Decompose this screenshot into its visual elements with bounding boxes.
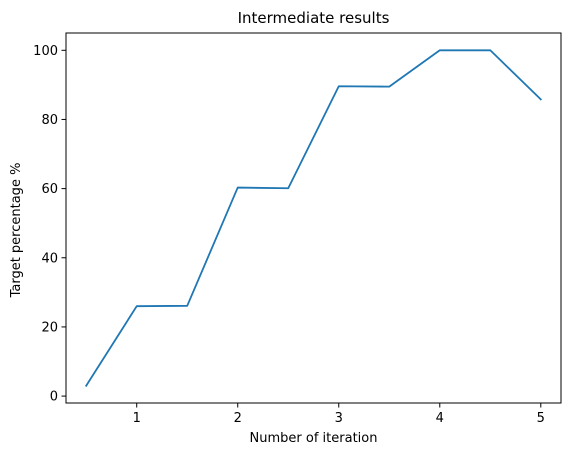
plot-area: 1 2 3 4 5 0 20 40 60 80 100 [33,33,561,426]
y-axis-label: Target percentage % [9,163,24,299]
y-tick-label: 60 [41,182,58,197]
chart-title: Intermediate results [238,9,390,27]
y-tick-label: 40 [41,251,58,266]
x-tick-label: 1 [133,411,141,426]
series-line-0 [86,50,541,385]
y-tick-label: 100 [33,44,58,59]
x-tick-label: 4 [436,411,444,426]
x-axis-label: Number of iteration [250,431,378,446]
y-tick-label: 80 [41,113,58,128]
x-tick-label: 2 [234,411,242,426]
y-tick-label: 0 [50,390,58,405]
y-tick-label: 20 [41,320,58,335]
axes-frame [66,33,561,403]
x-tick-label: 3 [335,411,343,426]
x-tick-label: 5 [537,411,545,426]
